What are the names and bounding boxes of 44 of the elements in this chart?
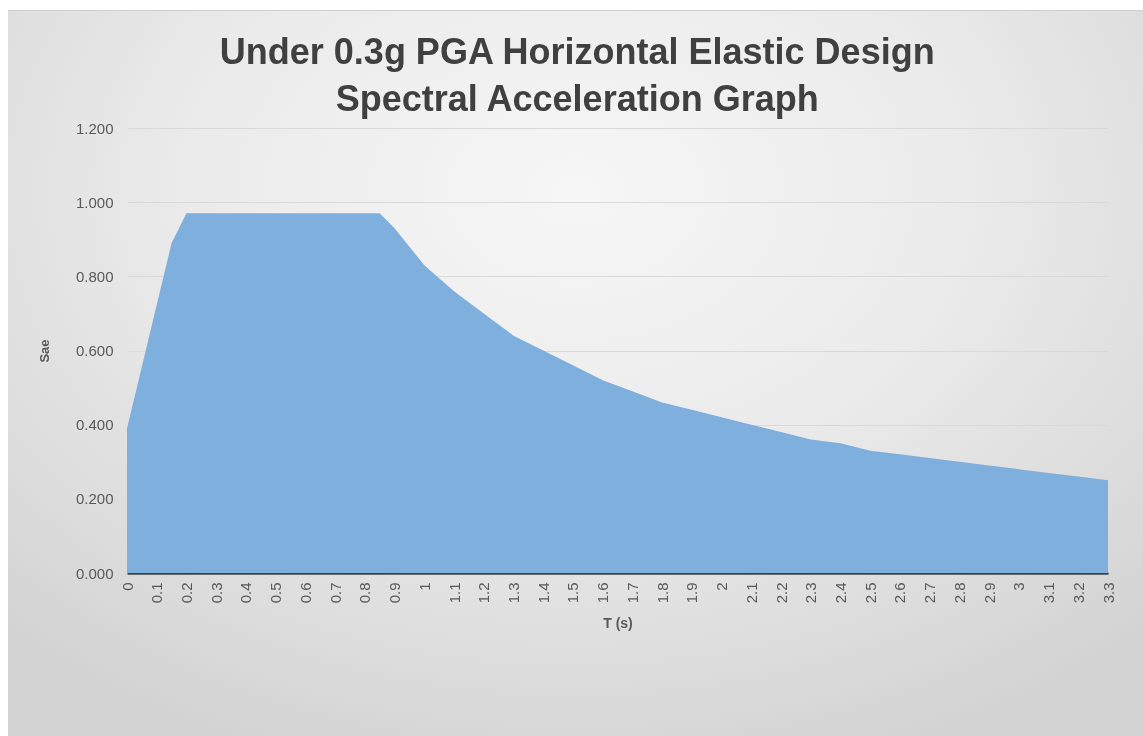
x-axis-title: T (s) <box>603 615 633 632</box>
x-tick-label: 3.1 <box>1040 582 1058 604</box>
x-tick-label: 1 <box>415 582 433 591</box>
x-tick-label: 2.2 <box>772 582 790 604</box>
x-tick-label: 1.6 <box>594 582 612 604</box>
x-tick-label: 0.6 <box>296 582 314 604</box>
y-axis-title: Sae <box>36 339 52 363</box>
x-tick-label: 0.4 <box>237 582 255 604</box>
x-tick-label: 2.3 <box>802 582 820 604</box>
x-tick-label: 0.9 <box>386 582 404 604</box>
x-tick-label: 2.7 <box>921 582 939 604</box>
y-tick-label: 0.200 <box>75 490 114 508</box>
x-tick-label: 2.8 <box>950 582 968 604</box>
x-tick-label: 3.3 <box>1099 582 1117 604</box>
x-tick-label: 0 <box>118 582 136 591</box>
x-tick-label: 2.6 <box>891 582 909 604</box>
x-tick-label: 0.8 <box>356 582 374 604</box>
x-tick-label: 1.5 <box>564 582 582 604</box>
y-tick-label: 0.400 <box>75 416 114 434</box>
y-tick-label: 0.600 <box>75 342 114 359</box>
x-tick-label: 0.1 <box>148 582 166 604</box>
y-tick-label: 1.200 <box>75 119 114 137</box>
x-tick-label: 1.2 <box>475 582 493 604</box>
y-tick-label: 1.000 <box>75 193 114 211</box>
x-tick-label: 0.5 <box>267 582 285 604</box>
x-tick-label: 0.7 <box>326 582 344 604</box>
chart-title: Under 0.3g PGA Horizontal Elastic Design Spectral Acceleration Graph <box>219 31 935 119</box>
x-tick-label: 2.9 <box>980 582 998 604</box>
x-tick-label: 1.9 <box>683 582 701 604</box>
x-tick-label: 0.2 <box>177 582 195 604</box>
x-tick-label: 1.1 <box>445 582 463 604</box>
x-tick-label: 1.3 <box>504 582 522 604</box>
x-tick-label: 2.1 <box>742 582 760 604</box>
x-tick-label: 0.3 <box>207 582 225 604</box>
x-tick-label: 3 <box>1010 582 1028 591</box>
x-tick-label: 1.8 <box>653 582 671 604</box>
x-tick-label: 2.4 <box>831 582 849 604</box>
y-tick-label: 0.000 <box>75 564 114 582</box>
y-tick-label: 0.800 <box>75 267 114 285</box>
x-tick-label: 2.5 <box>861 582 879 604</box>
x-tick-label: 2 <box>713 582 731 591</box>
x-tick-label: 1.4 <box>534 582 552 604</box>
x-tick-label: 1.7 <box>623 582 641 604</box>
x-tick-label: 3.2 <box>1069 582 1087 604</box>
